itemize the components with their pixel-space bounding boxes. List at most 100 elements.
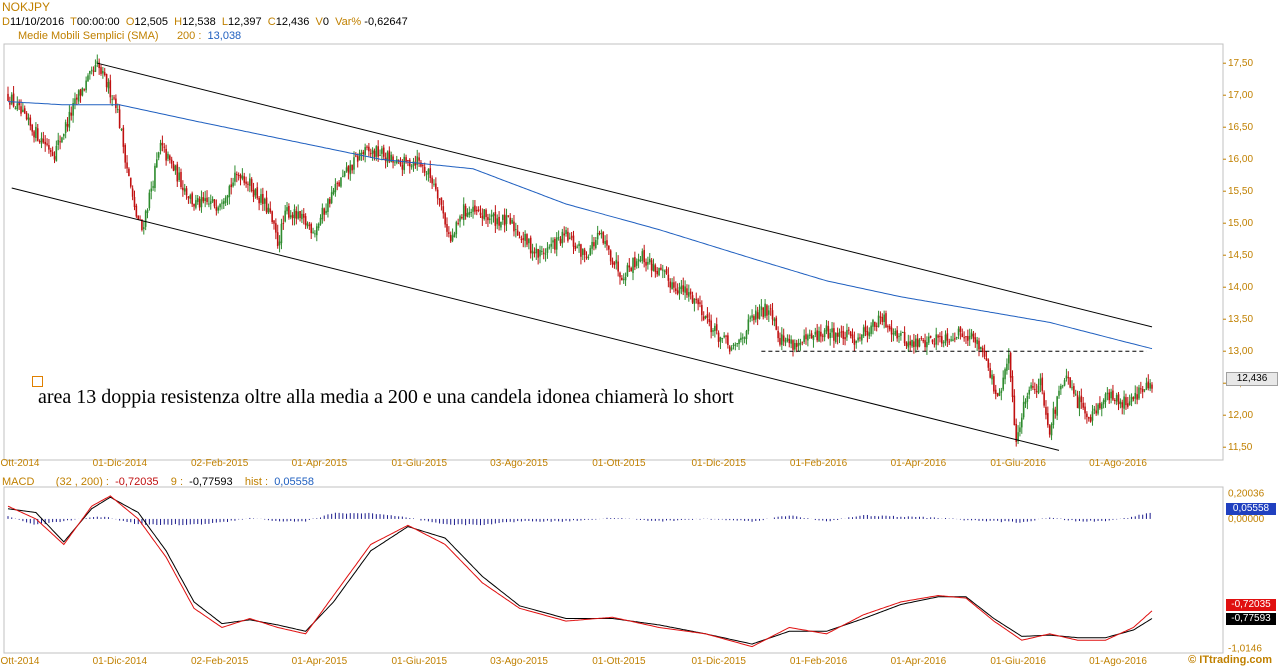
- candle-body: [1048, 425, 1051, 435]
- candle-body: [712, 330, 714, 332]
- candle-body: [161, 142, 164, 146]
- candle-body: [751, 315, 753, 318]
- candle-body: [154, 165, 156, 189]
- price-tick-label: 11,50: [1228, 442, 1253, 453]
- candle-body: [834, 332, 837, 342]
- candle-body: [836, 332, 839, 337]
- candle-body: [691, 295, 694, 303]
- candle-body: [518, 237, 521, 239]
- candle-body: [187, 196, 190, 199]
- candle-body: [671, 282, 673, 290]
- sma-200-line: [7, 101, 1153, 350]
- candle-body: [468, 211, 471, 215]
- candle-body: [27, 117, 30, 120]
- candle-body: [535, 248, 538, 254]
- candle-body: [782, 335, 785, 342]
- candle-body: [572, 235, 575, 247]
- candle-body: [196, 198, 199, 202]
- candle-body: [730, 347, 733, 350]
- candle-body: [600, 232, 603, 235]
- candle-body: [987, 359, 990, 368]
- candle-body: [438, 198, 441, 200]
- candle-body: [847, 329, 850, 331]
- candle-body: [414, 162, 417, 166]
- candle-body: [935, 334, 938, 345]
- candle-body: [401, 165, 404, 170]
- candle-body: [124, 145, 126, 163]
- candle-body: [379, 155, 381, 157]
- candle-body: [583, 249, 586, 256]
- candle-body: [163, 146, 166, 148]
- candle-body: [191, 193, 193, 205]
- candle-body: [541, 250, 543, 252]
- candle-body: [567, 231, 569, 241]
- candle-body: [263, 198, 266, 204]
- date-tick-label: Ott-2014: [1, 656, 40, 667]
- candle-body: [299, 210, 301, 219]
- sma-legend: Medie Mobili Semplici (SMA) 200 : 13,038: [18, 30, 241, 42]
- candle-body: [918, 339, 921, 347]
- candle-body: [645, 261, 647, 266]
- candle-body: [952, 339, 954, 341]
- candle-body: [635, 261, 638, 266]
- macd-params: (32 , 200) :: [55, 476, 109, 488]
- candle-body: [799, 342, 802, 345]
- date-tick-label: 01-Giu-2016: [990, 458, 1046, 469]
- candle-body: [933, 343, 936, 345]
- candle-body: [226, 195, 229, 199]
- candle-body: [351, 164, 353, 171]
- candle-body: [702, 316, 705, 320]
- candle-body: [271, 211, 273, 222]
- candle-body: [1143, 389, 1146, 391]
- candle-body: [965, 336, 967, 338]
- candle-body: [991, 374, 993, 380]
- candle-body: [68, 111, 71, 128]
- candle-body: [617, 261, 619, 272]
- candle-body: [596, 232, 599, 240]
- candle-body: [576, 246, 579, 248]
- candle-body: [449, 234, 452, 242]
- candle-body: [1006, 363, 1008, 371]
- date-tick-label: 01-Giu-2015: [391, 458, 447, 469]
- candle-body: [861, 334, 863, 341]
- candle-body: [896, 330, 898, 339]
- candle-body: [481, 215, 484, 219]
- candle-body: [33, 131, 35, 138]
- candle-body: [399, 160, 402, 165]
- candle-body: [1084, 406, 1086, 414]
- candle-body: [1093, 408, 1096, 411]
- candle-body: [563, 233, 565, 236]
- candle-body: [885, 313, 887, 328]
- candle-body: [273, 220, 275, 224]
- candle-body: [343, 171, 346, 177]
- candle-body: [944, 334, 947, 343]
- candle-body: [615, 259, 618, 264]
- candle-body: [849, 331, 852, 336]
- candle-body: [334, 184, 337, 193]
- candle-body: [916, 338, 919, 348]
- candle-body: [507, 215, 510, 217]
- candle-body: [680, 285, 683, 290]
- candle-body: [907, 341, 910, 348]
- candle-body: [667, 274, 670, 281]
- candle-body: [602, 231, 605, 244]
- candle-body: [319, 217, 322, 225]
- candle-body: [1037, 385, 1040, 394]
- candle-body: [656, 270, 658, 275]
- candle-body: [1045, 406, 1047, 415]
- candle-body: [83, 89, 86, 91]
- candle-body: [1134, 392, 1137, 399]
- candle-body: [983, 350, 986, 357]
- candle-body: [511, 219, 513, 224]
- candle-body: [823, 330, 826, 338]
- candle-body: [1128, 401, 1131, 406]
- sma-label: Medie Mobili Semplici (SMA): [18, 30, 159, 42]
- high-value: 12,538: [182, 16, 216, 28]
- candle-body: [762, 307, 765, 317]
- candle-body: [630, 267, 632, 272]
- candle-body: [717, 332, 720, 342]
- candle-body: [165, 148, 167, 161]
- candle-body: [911, 339, 913, 347]
- price-tick-label: 17,00: [1228, 90, 1253, 101]
- candle-body: [111, 98, 113, 100]
